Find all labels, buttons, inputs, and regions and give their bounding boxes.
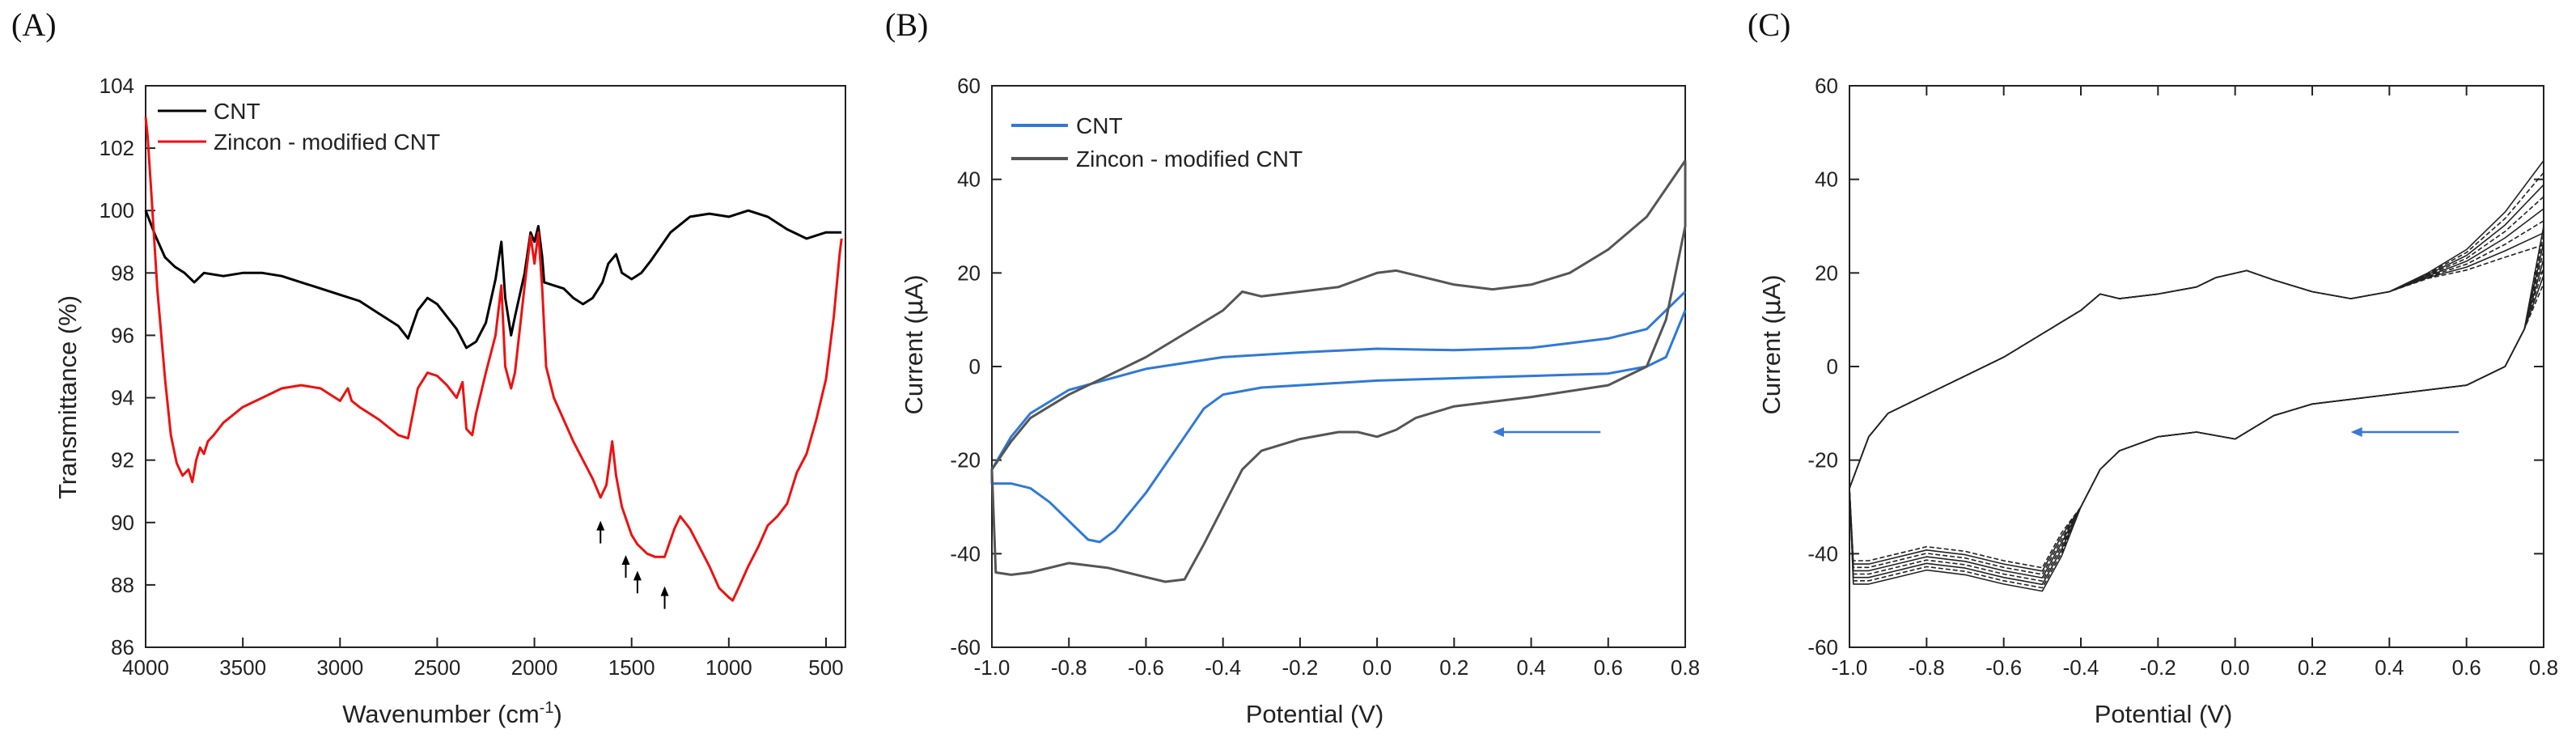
- y-tick-label: 88: [111, 573, 134, 597]
- legend-label-zincon: Zincon - modified CNT: [1076, 146, 1303, 172]
- panel-b-legend: CNT Zincon - modified CNT: [1011, 113, 1303, 172]
- panel-a-label: (A): [11, 6, 57, 43]
- x-tick-label: 0.0: [1362, 655, 1392, 680]
- cv-cycle-8: [1849, 244, 2544, 569]
- x-tick-label: -0.2: [2140, 655, 2176, 680]
- x-tick-label: 0.6: [2452, 655, 2481, 680]
- y-tick-label: -60: [1807, 635, 1838, 659]
- x-tick-label: 1000: [705, 655, 752, 680]
- plot-frame: [145, 85, 846, 648]
- x-tick-label: -0.8: [1909, 655, 1945, 680]
- panel-a-y-axis-label: Transmittance (%): [53, 295, 82, 499]
- x-tick-label: 0.8: [2529, 655, 2558, 680]
- panel-b-y-axis-label: Current (μA): [900, 274, 929, 414]
- peak-arrowhead: [660, 586, 669, 596]
- y-tick-label: 98: [111, 261, 134, 285]
- x-tick-label: -0.2: [1282, 655, 1318, 680]
- panel-c-y-axis-label: Current (μA): [1757, 274, 1786, 414]
- panel-c-x-axis-label: Potential (V): [2095, 700, 2233, 728]
- y-tick-label: 94: [111, 386, 134, 410]
- panel-b-label: (B): [885, 6, 928, 43]
- x-tick-label: 4000: [122, 655, 169, 680]
- panel-c-plot-area: -1.0 -0.8 -0.6 -0.4 -0.2 0.0 0.2 0.4 0.6 0.8 -60 -4…: [1807, 74, 2558, 680]
- y-tick-label: -40: [950, 541, 981, 566]
- y-tick-label: 92: [111, 448, 134, 473]
- panel-b-chart: (B) -1.0 -0.8 -0.6 -0.4 -0.2 0.0 0.2 0.4 0.6 0.8-…: [885, 6, 1700, 728]
- legend-label-cnt: CNT: [1076, 113, 1123, 138]
- y-tick-label: -20: [1807, 448, 1838, 473]
- x-tick-label: -1.0: [974, 655, 1010, 680]
- x-tick-label: 3500: [219, 655, 266, 680]
- x-tick-label: 2000: [511, 655, 558, 680]
- x-tick-label: 0.8: [1671, 655, 1700, 680]
- y-tick-label: 60: [1815, 74, 1838, 98]
- cv-cycle-7: [1849, 232, 2544, 572]
- x-tick-label: 0.4: [2375, 655, 2404, 680]
- x-tick-label: 0.0: [2221, 655, 2250, 680]
- peak-arrowhead: [621, 555, 630, 566]
- y-tick-label: 40: [957, 167, 981, 192]
- panel-c-chart: (C) -1.0 -0.8 -0.6 -0.4 -0.2 0.0 0.2 0.4 0.6 0.8-…: [1748, 6, 2558, 728]
- y-tick-label: 100: [100, 198, 134, 223]
- series-zincon-modified-cnt: [144, 117, 843, 602]
- cv-cycle-2: [1849, 172, 2544, 589]
- y-tick-label: 90: [111, 511, 134, 535]
- x-tick-label: 0.6: [1594, 655, 1623, 680]
- legend-label-zincon: Zincon - modified CNT: [214, 129, 440, 155]
- y-tick-label: 40: [1815, 167, 1838, 192]
- x-tick-label: 3000: [316, 655, 363, 680]
- x-tick-label: -0.4: [1205, 655, 1241, 680]
- panel-b-x-axis-label: Potential (V): [1246, 700, 1384, 728]
- panel-a-plot-area: 4000 3500 3000 2500 2000 1500 1000 500 86 88 90 92 9…: [100, 74, 846, 680]
- peak-arrowhead: [633, 570, 642, 581]
- x-tick-label: -0.6: [1128, 655, 1164, 680]
- y-tick-label: 86: [111, 635, 134, 659]
- y-tick-label: -60: [950, 635, 981, 659]
- y-tick-label: 0: [969, 354, 981, 379]
- legend-label-cnt: CNT: [214, 99, 261, 124]
- y-tick-label: -20: [950, 448, 981, 473]
- scan-direction-arrowhead: [1492, 426, 1504, 437]
- panel-a-legend: CNT Zincon - modified CNT: [158, 99, 440, 155]
- series-cnt: [144, 209, 842, 350]
- y-tick-label: 20: [1815, 261, 1838, 285]
- panel-a-x-axis-label: Wavenumber (cm-1): [342, 699, 562, 728]
- x-tick-label: -0.8: [1051, 655, 1087, 680]
- x-tick-label: -1.0: [1832, 655, 1868, 680]
- y-tick-label: 60: [957, 74, 981, 98]
- panel-a-chart: (A) 4000 3500 3000 2500 2000 1500 1000 500 86 88 9…: [11, 6, 846, 728]
- scan-direction-arrowhead: [2350, 426, 2362, 437]
- x-tick-label: -0.6: [1985, 655, 2022, 680]
- x-tick-label: 0.4: [1516, 655, 1545, 680]
- x-tick-label: -0.4: [2063, 655, 2099, 680]
- x-tick-label: 1500: [608, 655, 655, 680]
- y-tick-label: 96: [111, 323, 134, 347]
- x-tick-label: 2500: [413, 655, 460, 680]
- panel-b-plot-area: -1.0 -0.8 -0.6 -0.4 -0.2 0.0 0.2 0.4 0.6 0.8 -60 -4…: [950, 74, 1700, 680]
- x-tick-label: 0.2: [2298, 655, 2327, 680]
- series-cnt: [990, 290, 1687, 544]
- y-tick-label: 102: [100, 136, 134, 160]
- y-tick-label: 0: [1827, 354, 1838, 379]
- series-zincon-modified-cnt: [990, 159, 1687, 583]
- x-tick-label: 500: [808, 655, 843, 680]
- peak-arrowhead: [596, 520, 605, 531]
- panel-c-label: (C): [1748, 6, 1790, 43]
- y-tick-label: 104: [100, 74, 134, 98]
- y-tick-label: 20: [957, 261, 981, 285]
- x-tick-label: 0.2: [1439, 655, 1468, 680]
- y-tick-label: -40: [1807, 541, 1838, 566]
